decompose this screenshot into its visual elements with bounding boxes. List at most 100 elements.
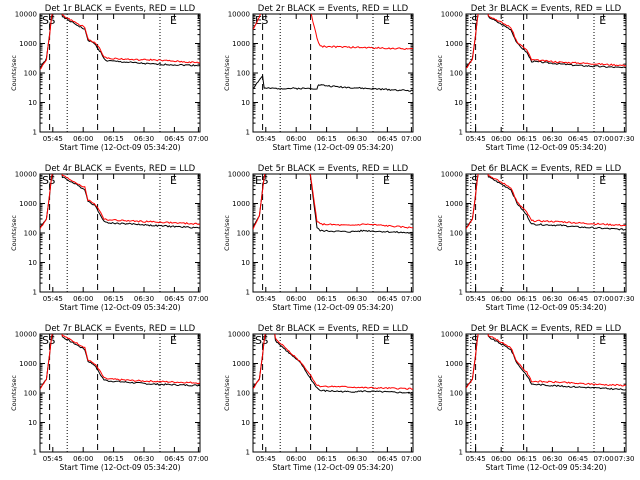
y-tick-label: 100 [24, 230, 37, 238]
x-tick-label: 06:30 [134, 295, 154, 303]
x-axis-label: Start Time (12-Oct-09 05:34:20) [485, 143, 606, 152]
panel-7: Det 7r BLACK = Events, RED = LLD 1 10 100 10… [10, 324, 208, 472]
panel-title: Det 4r BLACK = Events, RED = LLD [45, 164, 196, 174]
panel-title: Det 3r BLACK = Events, RED = LLD [471, 4, 622, 14]
y-tick-label: 1 [246, 289, 250, 297]
panel-1: Det 1r BLACK = Events, RED = LLD 1 10 100 10… [10, 4, 208, 152]
flag-label: E [170, 334, 177, 347]
y-tick-label: 100 [237, 390, 250, 398]
y-tick-label: 100 [450, 390, 463, 398]
panel-title: Det 9r BLACK = Events, RED = LLD [471, 324, 622, 334]
x-axis-label: Start Time (12-Oct-09 05:34:20) [59, 143, 180, 152]
x-tick-label: 06:15 [317, 295, 337, 303]
panel-8: Det 8r BLACK = Events, RED = LLD 1 10 100 10… [223, 324, 421, 472]
x-tick-label: 06:00 [286, 295, 306, 303]
y-tick-label: 1000 [232, 200, 250, 208]
events-series-line [466, 334, 626, 391]
x-axis-label: Start Time (12-Oct-09 05:34:20) [272, 143, 393, 152]
x-tick-label: 07:30 [614, 135, 634, 143]
panel-3: Det 3r BLACK = Events, RED = LLD 1 10 100 10… [436, 4, 634, 152]
flag-label: S [42, 14, 49, 27]
x-tick-label: 06:15 [517, 135, 537, 143]
x-tick-label: 06:00 [73, 295, 93, 303]
y-tick-label: 1 [33, 289, 37, 297]
lld-series-line [466, 14, 626, 69]
plot-frame [252, 13, 414, 133]
lld-series-line [466, 174, 626, 230]
lld-series-line [40, 174, 200, 230]
y-axis-label: Counts/sec [10, 55, 18, 91]
x-tick-label: 06:30 [542, 455, 562, 463]
x-tick-label: 06:00 [491, 135, 511, 143]
x-tick-label: 06:15 [317, 135, 337, 143]
y-tick-label: 10 [241, 259, 250, 267]
x-tick-label: 06:15 [517, 295, 537, 303]
flag-label: S [42, 334, 49, 347]
flag-label: E [383, 174, 390, 187]
y-tick-label: 100 [237, 70, 250, 78]
plot-frame [39, 173, 201, 293]
x-tick-label: 06:00 [286, 455, 306, 463]
flag-label: S [471, 14, 478, 27]
x-tick-label: 06:00 [491, 295, 511, 303]
y-tick-label: 10000 [15, 11, 37, 19]
flag-label: E [599, 334, 606, 347]
y-tick-label: 10000 [441, 11, 463, 19]
y-axis-label: Counts/sec [223, 215, 231, 251]
flag-label: S [471, 174, 478, 187]
y-axis-label: Counts/sec [436, 55, 444, 91]
y-axis-label: Counts/sec [436, 215, 444, 251]
flag-label: S [48, 14, 55, 27]
y-axis-label: Counts/sec [436, 375, 444, 411]
flag-label: S [261, 334, 268, 347]
x-tick-label: 06:30 [347, 135, 367, 143]
y-tick-label: 1000 [19, 40, 37, 48]
y-tick-label: 10 [454, 419, 463, 427]
x-tick-label: 07:00 [401, 295, 421, 303]
panel-title: Det 5r BLACK = Events, RED = LLD [258, 164, 409, 174]
y-tick-label: 1000 [232, 360, 250, 368]
y-tick-label: 1 [33, 129, 37, 137]
x-axis-label: Start Time (12-Oct-09 05:34:20) [485, 463, 606, 472]
events-series-line [40, 174, 200, 229]
panel-title: Det 1r BLACK = Events, RED = LLD [45, 4, 196, 14]
y-tick-label: 10000 [15, 171, 37, 179]
y-tick-label: 100 [450, 230, 463, 238]
panel-title: Det 7r BLACK = Events, RED = LLD [45, 324, 196, 334]
flag-label: E [170, 14, 177, 27]
x-tick-label: 07:00 [594, 295, 614, 303]
flag-label: E [599, 174, 606, 187]
x-tick-label: 05:45 [256, 295, 276, 303]
panel-title: Det 2r BLACK = Events, RED = LLD [258, 4, 409, 14]
y-tick-label: 1 [459, 129, 463, 137]
y-tick-label: 10 [28, 99, 37, 107]
y-tick-label: 1 [246, 449, 250, 457]
x-tick-label: 07:30 [614, 295, 634, 303]
y-tick-label: 10 [454, 259, 463, 267]
y-tick-label: 1 [33, 449, 37, 457]
panel-9: Det 9r BLACK = Events, RED = LLD 1 10 100 10… [436, 324, 634, 472]
events-series-line [466, 174, 626, 231]
flag-label: S [261, 14, 268, 27]
events-series-line [253, 334, 413, 394]
x-tick-label: 06:45 [377, 295, 397, 303]
y-tick-label: 10000 [228, 11, 250, 19]
lld-series-line [40, 14, 200, 70]
flag-label: E [383, 334, 390, 347]
x-tick-label: 06:15 [517, 455, 537, 463]
x-tick-label: 07:00 [188, 135, 208, 143]
y-tick-label: 100 [24, 70, 37, 78]
x-tick-label: 05:45 [466, 135, 486, 143]
flag-label: E [170, 174, 177, 187]
x-tick-label: 05:45 [466, 455, 486, 463]
y-tick-label: 10 [28, 259, 37, 267]
events-series-line [40, 14, 200, 69]
y-tick-label: 10 [241, 419, 250, 427]
x-tick-label: 05:45 [466, 295, 486, 303]
y-tick-label: 10 [241, 99, 250, 107]
x-tick-label: 05:45 [43, 455, 63, 463]
plot-frame [39, 13, 201, 133]
events-series-line [466, 14, 626, 69]
x-tick-label: 06:15 [104, 295, 124, 303]
events-series-line [40, 334, 200, 389]
